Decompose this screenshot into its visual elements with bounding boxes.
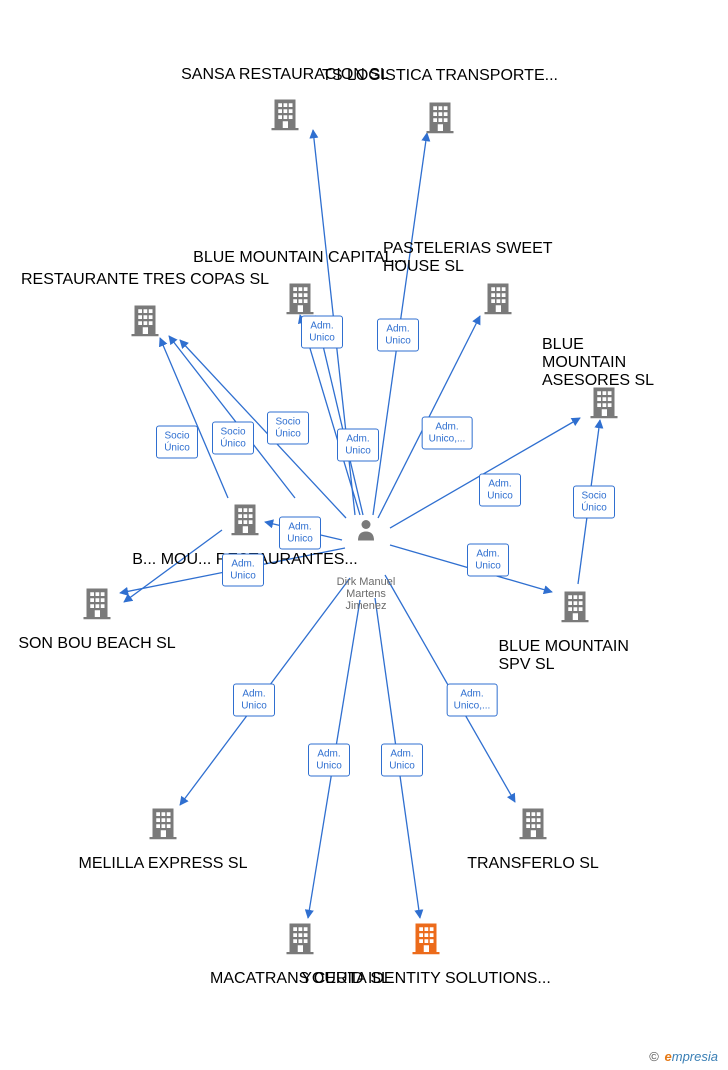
edge-role-label: Adm. Unico,... [447,684,498,717]
edge-role-label: Adm. Unico [479,474,521,507]
company-label: SON BOU BEACH SL [18,635,175,653]
copyright-symbol: © [649,1049,659,1064]
edge-role-label: Adm. Unico [337,429,379,462]
edge-role-label: Adm. Unico [381,744,423,777]
edge-role-label: Socio Único [573,486,615,519]
edge-role-label: Adm. Unico [301,316,343,349]
company-label: TS LOGISTICA TRANSPORTE... [322,67,558,85]
edge-role-label: Socio Único [156,426,198,459]
company-label: BLUE MOUNTAIN SPV SL [499,638,652,674]
edge-role-label: Adm. Unico [467,544,509,577]
brand-e: e [665,1049,672,1064]
edge-line [180,340,346,518]
edge-role-label: Adm. Unico [279,517,321,550]
center-person-node[interactable] [354,518,378,547]
edge-role-label: Adm. Unico,... [422,417,473,450]
edge-role-label: Adm. Unico [222,554,264,587]
company-label: PASTELERIAS SWEET HOUSE SL [383,240,613,276]
edge-role-label: Socio Único [212,422,254,455]
edge-line [160,338,228,498]
edge-role-label: Adm. Unico [377,319,419,352]
edge-role-label: Adm. Unico [233,684,275,717]
company-label: RESTAURANTE TRES COPAS SL [21,271,269,289]
company-label: YOURID IDENTITY SOLUTIONS... [301,970,551,988]
company-label: BLUE MOUNTAIN CAPITAL... [193,249,407,267]
company-label: MELILLA EXPRESS SL [79,855,248,873]
company-label: BLUE MOUNTAIN ASESORES SL [542,336,666,390]
edge-role-label: Adm. Unico [308,744,350,777]
brand-rest: mpresia [672,1049,718,1064]
footer-attribution: © empresia [649,1049,718,1064]
company-label: TRANSFERLO SL [467,855,599,873]
person-icon [354,518,378,542]
edge-role-label: Socio Único [267,412,309,445]
person-label: Dirk Manuel Martens Jimenez [337,576,396,612]
